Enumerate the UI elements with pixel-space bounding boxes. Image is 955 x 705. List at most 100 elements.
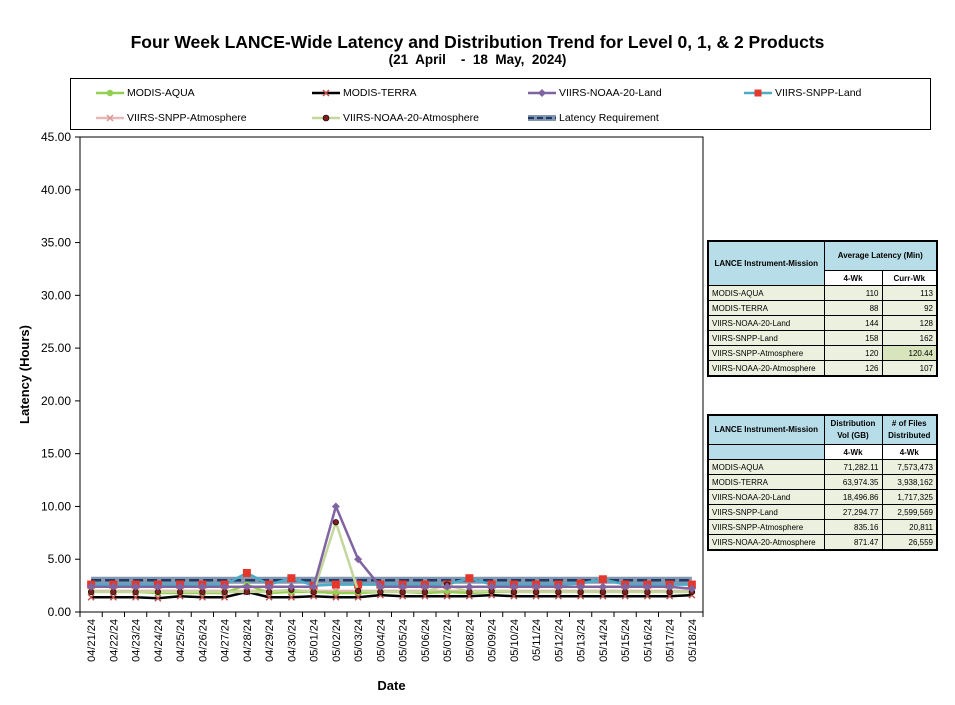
distribution-table-header-files: # of Files Distributed <box>881 414 938 445</box>
series-point-modis-terra <box>332 593 340 601</box>
legend-label: VIIRS-NOAA-20-Atmosphere <box>343 112 479 124</box>
series-point-viirs-noaa-20-land <box>554 582 563 591</box>
table-row: MODIS-TERRA 88 92 <box>707 300 938 316</box>
legend-item-modis-terra: MODIS-TERRA <box>311 85 417 101</box>
x-tick-label: 05/13/24 <box>576 619 588 662</box>
x-tick-label: 05/03/24 <box>353 619 365 662</box>
series-point-viirs-noaa-20-land <box>87 582 96 591</box>
legend-marker-latency-requirement <box>528 115 556 121</box>
table-cell: 120.44 <box>881 345 938 361</box>
series-line-viirs-noaa-20-land <box>91 502 693 591</box>
series-point-viirs-noaa-20-land <box>331 502 340 511</box>
table-cell: 26,559 <box>881 534 938 551</box>
latency-table-header-instrument: LANCE Instrument-Mission <box>707 240 825 286</box>
x-tick-label: 05/04/24 <box>375 619 387 662</box>
legend-marker-modis-terra <box>312 89 340 97</box>
table-row: MODIS-AQUA 110 113 <box>707 285 938 301</box>
y-tick-label: 5.00 <box>48 552 72 566</box>
table-cell: 2,599,569 <box>881 504 938 520</box>
table-cell: 113 <box>881 285 938 301</box>
legend-label: MODIS-AQUA <box>127 87 195 99</box>
x-tick-label: 05/17/24 <box>665 619 677 662</box>
series-point-viirs-noaa-20-land <box>220 582 229 591</box>
series-point-viirs-noaa-20-land <box>376 582 385 591</box>
table-cell: VIIRS-NOAA-20-Atmosphere <box>707 360 825 377</box>
series-point-modis-terra <box>287 593 295 601</box>
table-cell: 88 <box>823 300 883 316</box>
series-point-viirs-noaa-20-land <box>687 584 696 593</box>
table-cell: VIIRS-SNPP-Land <box>707 330 825 346</box>
table-cell: 7,573,473 <box>881 459 938 475</box>
y-tick-label: 20.00 <box>41 394 71 408</box>
table-row: MODIS-AQUA 71,282.11 7,573,473 <box>707 459 938 475</box>
table-cell: 27,294.77 <box>823 504 883 520</box>
series-point-modis-terra <box>443 592 451 600</box>
series-point-viirs-noaa-20-land <box>465 582 474 591</box>
x-tick-label: 04/23/24 <box>131 619 143 662</box>
series-point-viirs-snpp-land <box>465 574 474 583</box>
series-point-viirs-noaa-20-land <box>176 582 185 591</box>
legend-item-viirs-noaa20-land: VIIRS-NOAA-20-Land <box>527 85 662 101</box>
series-point-viirs-noaa-20-land <box>131 582 140 591</box>
y-tick-label: 25.00 <box>41 341 71 355</box>
series-point-modis-terra <box>154 594 162 602</box>
series-point-viirs-noaa-20-land <box>643 582 652 591</box>
x-tick-label: 05/15/24 <box>620 619 632 662</box>
table-cell: 871.47 <box>823 534 883 551</box>
series-point-modis-terra <box>265 593 273 601</box>
table-row: VIIRS-NOAA-20-Atmosphere 126 107 <box>707 360 938 377</box>
series-point-viirs-noaa-20-land <box>576 582 585 591</box>
x-tick-label: 05/01/24 <box>309 619 321 662</box>
legend-marker-viirs-snpp-atmosphere <box>96 114 124 122</box>
x-tick-label: 05/18/24 <box>687 619 699 662</box>
series-point-modis-terra <box>354 593 362 601</box>
series-point-viirs-noaa-20-land <box>354 555 363 564</box>
x-tick-label: 05/11/24 <box>531 619 543 661</box>
series-point-modis-terra <box>109 593 117 601</box>
series-point-viirs-noaa-20-atmosphere <box>355 587 362 594</box>
x-tick-label: 04/28/24 <box>242 619 254 662</box>
latency-table-header-average: Average Latency (Min) <box>823 240 938 271</box>
x-tick-label: 05/06/24 <box>420 619 432 662</box>
series-point-viirs-noaa-20-land <box>598 582 607 591</box>
table-cell: VIIRS-NOAA-20-Land <box>707 315 825 331</box>
legend-item-viirs-snpp-land: VIIRS-SNPP-Land <box>743 85 861 101</box>
y-tick-label: 30.00 <box>41 288 71 302</box>
x-tick-label: 04/29/24 <box>264 619 276 662</box>
table-cell: 18,496.86 <box>823 489 883 505</box>
table-row: VIIRS-NOAA-20-Land 18,496.86 1,717,325 <box>707 489 938 505</box>
x-tick-label: 04/30/24 <box>286 619 298 662</box>
legend-item-viirs-snpp-atmosphere: VIIRS-SNPP-Atmosphere <box>95 110 247 126</box>
x-tick-label: 05/12/24 <box>553 619 565 662</box>
series-point-viirs-snpp-land <box>331 580 340 589</box>
x-tick-label: 05/08/24 <box>464 619 476 662</box>
table-cell: 120 <box>823 345 883 361</box>
x-tick-label: 05/16/24 <box>642 619 654 662</box>
series-point-viirs-snpp-land <box>598 575 607 584</box>
x-tick-label: 05/09/24 <box>487 619 499 662</box>
table-cell: 126 <box>823 360 883 377</box>
series-line-modis-terra <box>91 590 692 600</box>
legend-label: VIIRS-NOAA-20-Land <box>559 87 662 99</box>
series-point-viirs-snpp-land <box>687 580 696 589</box>
legend-label: MODIS-TERRA <box>343 87 417 99</box>
series-point-modis-terra <box>132 593 140 601</box>
series-point-viirs-snpp-land <box>242 568 251 577</box>
series-point-viirs-noaa-20-land <box>398 582 407 591</box>
x-tick-label: 05/02/24 <box>331 619 343 662</box>
distribution-table-subheader-blank <box>707 444 825 460</box>
series-point-viirs-noaa-20-land <box>443 582 452 591</box>
y-tick-label: 45.00 <box>41 130 71 144</box>
series-point-viirs-noaa-20-atmosphere <box>332 519 339 526</box>
table-cell: 63,974.35 <box>823 474 883 490</box>
x-tick-label: 04/26/24 <box>197 619 209 662</box>
table-cell: 835.16 <box>823 519 883 535</box>
table-cell: VIIRS-SNPP-Land <box>707 504 825 520</box>
series-line-viirs-noaa-20-atmosphere <box>91 518 692 594</box>
table-row: MODIS-TERRA 63,974.35 3,938,162 <box>707 474 938 490</box>
legend-item-viirs-noaa20-atmosphere: VIIRS-NOAA-20-Atmosphere <box>311 110 479 126</box>
table-cell: 162 <box>881 330 938 346</box>
legend-label: Latency Requirement <box>559 112 659 124</box>
legend-item-modis-aqua: MODIS-AQUA <box>95 85 195 101</box>
